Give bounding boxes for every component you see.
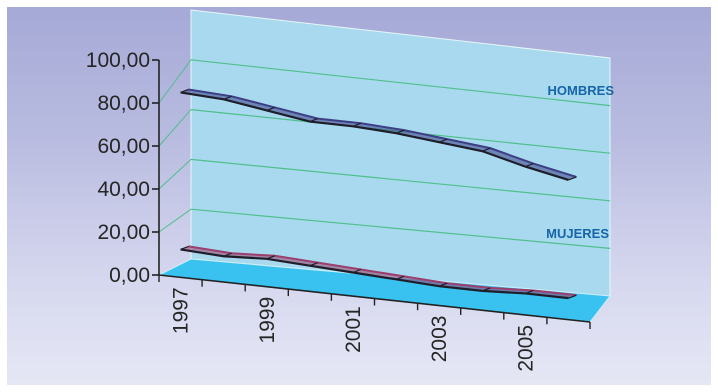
series-line [180,248,569,300]
series-point [223,95,232,100]
series-point [352,268,362,274]
y-tick-label: 80,00 [97,92,150,115]
series-point [309,262,319,267]
series-point [525,289,534,295]
x-tick-label: 1997 [170,287,193,334]
y-tick-label: 0,00 [109,264,150,287]
y-tick-label: 20,00 [97,221,150,244]
series-point [180,88,189,94]
series-point [266,106,275,112]
y-tick-label: 60,00 [97,135,150,158]
series-point [482,147,491,152]
series-point [309,118,319,123]
x-tick-label: 1999 [256,297,279,344]
series-line [188,88,577,178]
y-tick-label: 40,00 [97,178,150,201]
gridline-side [158,159,192,190]
series-label-mujeres: MUJERES [546,226,609,241]
gridline [190,158,611,202]
series-point [568,294,577,299]
series-ribbon [180,89,577,180]
series-point [395,129,405,134]
series-hombres [180,88,577,181]
x-tick-label: 2003 [428,316,451,363]
y-tick-label: 100,00 [86,49,150,72]
chart-back-wall [190,9,611,297]
series-point [266,255,275,260]
gridline [190,59,611,107]
gridline-side [158,109,192,147]
gridline [190,208,611,249]
series-point [438,282,448,287]
series-point [525,163,534,168]
x-tick-label: 2001 [342,306,365,353]
x-tick-label: 2005 [514,325,537,372]
series-point [352,122,362,127]
gridline-side [158,59,192,104]
series-label-hombres: HOMBRES [548,83,615,98]
series-point [395,275,405,280]
series-point [180,245,189,250]
series-line [188,245,577,297]
series-point [482,287,491,292]
series-point [568,176,577,181]
series-line [180,91,569,181]
series-ribbon [180,246,577,299]
series-mujeres [180,245,577,300]
series-point [223,252,232,257]
series-point [438,138,448,143]
gridline-side [158,208,192,233]
